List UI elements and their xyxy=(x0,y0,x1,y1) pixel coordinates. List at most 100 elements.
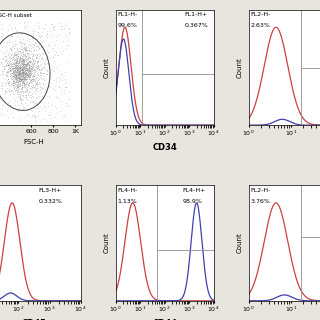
Point xyxy=(14,52,19,58)
Point xyxy=(29,68,35,73)
Point xyxy=(11,70,16,75)
Point xyxy=(26,20,31,25)
Point xyxy=(18,89,23,94)
Point xyxy=(25,60,30,65)
Point xyxy=(26,88,31,93)
Point xyxy=(49,102,54,107)
Point xyxy=(11,69,16,74)
Point xyxy=(3,58,8,63)
Point xyxy=(34,75,39,80)
Point xyxy=(24,57,29,62)
Point xyxy=(20,75,26,80)
Point xyxy=(52,84,57,89)
Point xyxy=(7,98,12,103)
Point xyxy=(29,40,34,45)
Point xyxy=(13,87,18,92)
Point xyxy=(26,69,31,74)
Point xyxy=(20,49,25,54)
Point xyxy=(25,51,30,56)
Point xyxy=(28,58,33,63)
Point xyxy=(39,50,44,55)
Point xyxy=(19,60,24,65)
Point xyxy=(16,54,21,59)
Point xyxy=(36,44,41,49)
Point xyxy=(35,36,40,41)
Point xyxy=(25,74,30,79)
Point xyxy=(29,63,34,68)
Point xyxy=(3,104,8,109)
Point xyxy=(14,76,19,82)
Point xyxy=(14,79,20,84)
Point xyxy=(26,63,31,68)
Text: 0.367%: 0.367% xyxy=(184,23,208,28)
Point xyxy=(13,73,18,78)
Point xyxy=(26,83,31,88)
Point xyxy=(24,94,29,99)
Point xyxy=(12,73,18,78)
Point xyxy=(17,76,22,82)
Point xyxy=(3,73,8,78)
Point xyxy=(19,44,24,49)
Point xyxy=(21,71,27,76)
Point xyxy=(30,52,36,57)
Point xyxy=(0,30,5,36)
Point xyxy=(23,76,28,81)
Point xyxy=(22,56,27,61)
Point xyxy=(16,82,21,87)
Point xyxy=(13,60,19,65)
Point xyxy=(62,76,68,81)
Point xyxy=(16,83,21,88)
Point xyxy=(28,62,33,67)
Point xyxy=(20,41,25,46)
Point xyxy=(16,50,21,55)
Point xyxy=(20,78,25,83)
Point xyxy=(62,114,67,119)
Point xyxy=(27,64,32,69)
Point xyxy=(12,72,17,77)
Point xyxy=(17,52,22,57)
Point xyxy=(39,56,44,61)
Point xyxy=(11,77,16,82)
Point xyxy=(17,40,22,45)
Point xyxy=(58,24,63,29)
Point xyxy=(20,49,25,54)
Point xyxy=(13,51,19,56)
Point xyxy=(21,82,27,87)
Point xyxy=(17,68,22,73)
Point xyxy=(23,46,28,52)
Point xyxy=(17,59,22,64)
Point xyxy=(64,45,69,51)
Point xyxy=(21,70,26,75)
Point xyxy=(28,77,33,82)
Point xyxy=(10,69,15,75)
Point xyxy=(18,119,23,124)
Point xyxy=(34,81,39,86)
Point xyxy=(13,73,18,78)
Point xyxy=(25,107,30,112)
Point xyxy=(39,33,44,38)
Point xyxy=(16,45,21,50)
Point xyxy=(44,72,49,77)
Point xyxy=(0,21,3,27)
Point xyxy=(10,80,15,85)
Point xyxy=(32,74,37,79)
Point xyxy=(34,119,39,124)
Point xyxy=(4,59,10,64)
Point xyxy=(19,76,24,82)
Point xyxy=(24,111,29,116)
Point xyxy=(7,46,12,52)
Point xyxy=(26,60,31,65)
Point xyxy=(30,33,35,38)
Point xyxy=(7,66,12,71)
Point xyxy=(4,79,9,84)
Point xyxy=(18,72,23,77)
Point xyxy=(20,52,26,57)
Point xyxy=(22,53,28,59)
Point xyxy=(4,86,9,91)
Point xyxy=(34,81,39,86)
Point xyxy=(26,81,31,86)
Point xyxy=(19,79,24,84)
Point xyxy=(4,41,9,46)
Point xyxy=(24,80,29,85)
Point xyxy=(10,64,15,69)
